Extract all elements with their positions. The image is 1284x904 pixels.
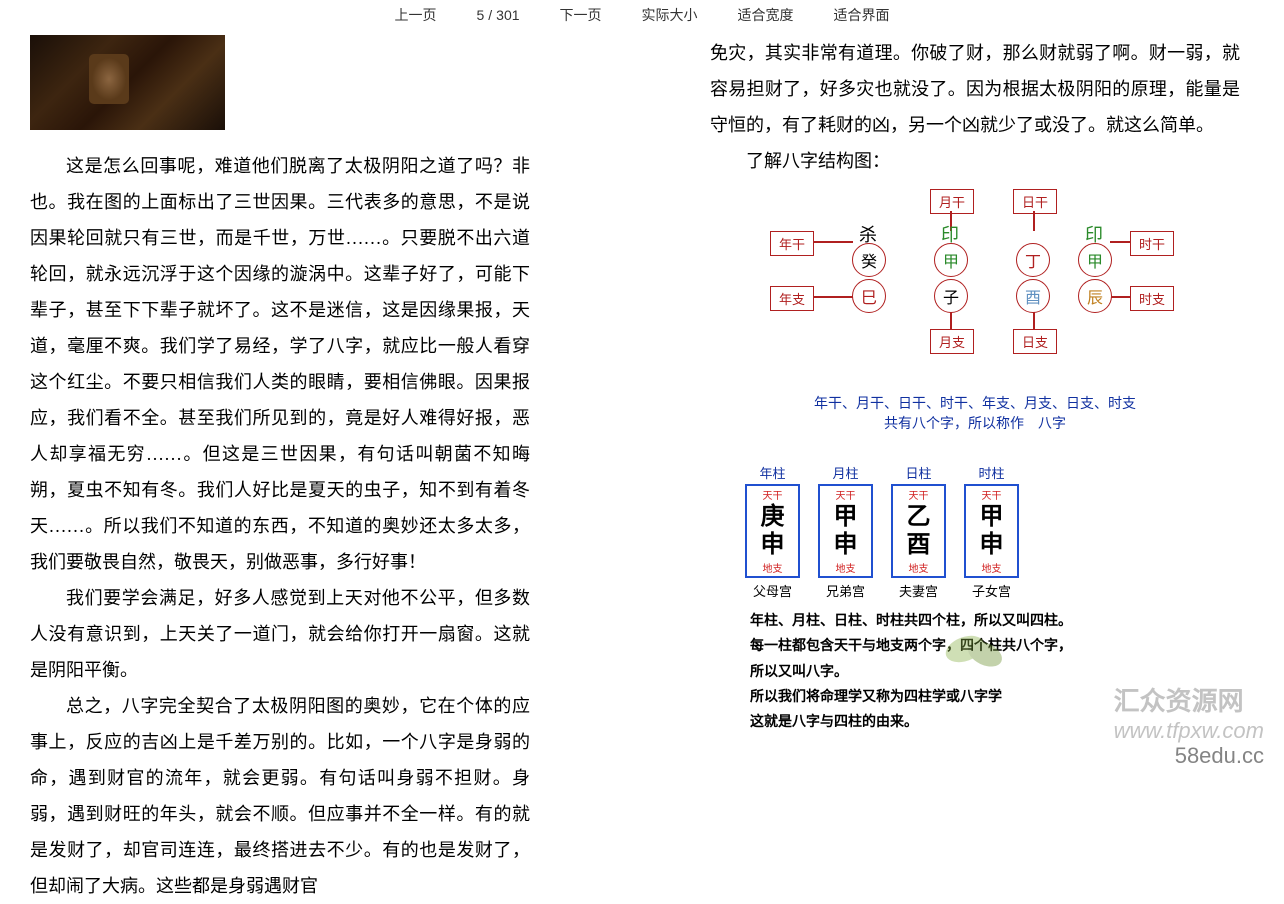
rizhi-box: 日支	[1013, 329, 1057, 354]
diagram1-caption: 年干、月干、日干、时干、年支、月支、日支、时支 共有八个字，所以称作 八字	[710, 394, 1240, 433]
page-toolbar: 上一页 5 / 301 下一页 实际大小 适合宽度 适合界面	[0, 0, 1284, 30]
pillar-name: 时柱	[964, 463, 1019, 482]
left-body-text: 这是怎么回事呢，难道他们脱离了太极阴阳之道了吗？非也。我在图的上面标出了三世因果…	[30, 148, 530, 904]
current-page: 5	[476, 7, 484, 23]
chen-oval: 辰	[1078, 279, 1112, 313]
you-oval: 酉	[1016, 279, 1050, 313]
dizhi-label: 地支	[966, 559, 1017, 576]
watermark-url: www.tfpxw.com	[1114, 718, 1264, 743]
pillar-char: 甲	[966, 503, 1017, 531]
yuegan-box: 月干	[930, 189, 974, 214]
pillar-box: 天干 甲 申 地支	[964, 484, 1019, 578]
si-oval: 巳	[852, 279, 886, 313]
pillar-char: 庚	[747, 503, 798, 531]
zi-oval: 子	[934, 279, 968, 313]
fit-width-button[interactable]: 适合宽度	[738, 5, 794, 25]
fit-screen-button[interactable]: 适合界面	[834, 5, 890, 25]
illustration-image	[30, 35, 225, 130]
gui-oval: 癸	[852, 243, 886, 277]
caption-line1: 年干、月干、日干、时干、年支、月支、日支、时支	[710, 394, 1240, 414]
right-para-1: 免灾，其实非常有道理。你破了财，那么财就弱了啊。财一弱，就容易担财了，好多灾也就…	[710, 35, 1240, 143]
tiangan-label: 天干	[893, 486, 944, 503]
watermark-leaf-icon	[940, 624, 1010, 674]
pillar-box: 天干 庚 申 地支	[745, 484, 800, 578]
caption-line2: 共有八个字，所以称作 八字	[710, 414, 1240, 434]
watermark: 汇众资源网 www.tfpxw.com	[1114, 681, 1264, 744]
pillar-month: 月柱 天干 甲 申 地支 兄弟宫	[818, 463, 873, 600]
pillar-name: 年柱	[745, 463, 800, 482]
document-content: 这是怎么回事呢，难道他们脱离了太极阴阳之道了吗？非也。我在图的上面标出了三世因果…	[0, 35, 1284, 779]
pillar-char: 申	[820, 531, 871, 559]
rigan-box: 日干	[1013, 189, 1057, 214]
total-pages: 301	[496, 7, 519, 23]
prev-page-button[interactable]: 上一页	[394, 5, 436, 25]
tiangan-label: 天干	[966, 486, 1017, 503]
dizhi-label: 地支	[820, 559, 871, 576]
pillar-name: 日柱	[891, 463, 946, 482]
actual-size-button[interactable]: 实际大小	[642, 5, 698, 25]
nianzhi-box: 年支	[770, 286, 814, 311]
pillar-hour: 时柱 天干 甲 申 地支 子女宫	[964, 463, 1019, 600]
watermark-cn: 汇众资源网	[1114, 686, 1244, 716]
pillar-gong: 子女宫	[964, 581, 1019, 600]
right-page: 免灾，其实非常有道理。你破了财，那么财就弱了啊。财一弱，就容易担财了，好多灾也就…	[710, 35, 1260, 779]
left-para-3: 总之，八字完全契合了太极阴阳图的奥妙，它在个体的应事上，反应的吉凶上是千差万别的…	[30, 688, 530, 904]
next-page-button[interactable]: 下一页	[560, 5, 602, 25]
shizhi-box: 时支	[1130, 286, 1174, 311]
pillar-box: 天干 乙 酉 地支	[891, 484, 946, 578]
dizhi-label: 地支	[747, 559, 798, 576]
yuezhi-box: 月支	[930, 329, 974, 354]
four-pillars-diagram: 年柱 天干 庚 申 地支 父母宫 月柱 天干 甲 申 地支 兄弟宫	[745, 463, 1240, 600]
right-para-2: 了解八字结构图：	[710, 143, 1240, 179]
tiangan-label: 天干	[747, 486, 798, 503]
pillar-char: 甲	[820, 503, 871, 531]
pillar-box: 天干 甲 申 地支	[818, 484, 873, 578]
line	[1033, 311, 1035, 329]
pillar-day: 日柱 天干 乙 酉 地支 夫妻宫	[891, 463, 946, 600]
line	[1110, 296, 1130, 298]
left-para-1: 这是怎么回事呢，难道他们脱离了太极阴阳之道了吗？非也。我在图的上面标出了三世因果…	[30, 148, 530, 580]
ding-oval: 丁	[1016, 243, 1050, 277]
pillar-gong: 父母宫	[745, 581, 800, 600]
left-para-2: 我们要学会满足，好多人感觉到上天对他不公平，但多数人没有意识到，上天关了一道门，…	[30, 580, 530, 688]
bazi-structure-diagram: 月干 日干 年干 时干 年支 时支 月支 日支 杀 印 印	[755, 189, 1195, 389]
right-top-text: 免灾，其实非常有道理。你破了财，那么财就弱了啊。财一弱，就容易担财了，好多灾也就…	[710, 35, 1240, 179]
line	[813, 296, 853, 298]
niangan-box: 年干	[770, 231, 814, 256]
page-indicator: 5 / 301	[476, 7, 519, 23]
dizhi-label: 地支	[893, 559, 944, 576]
left-page: 这是怎么回事呢，难道他们脱离了太极阴阳之道了吗？非也。我在图的上面标出了三世因果…	[0, 35, 550, 779]
jia2-oval: 甲	[1078, 243, 1112, 277]
line	[1110, 241, 1130, 243]
pillar-name: 月柱	[818, 463, 873, 482]
pillar-char: 酉	[893, 531, 944, 559]
page-separator: /	[488, 7, 492, 23]
line	[950, 311, 952, 329]
watermark-bottom: 58edu.cc	[1175, 743, 1264, 769]
line	[1033, 211, 1035, 231]
tiangan-label: 天干	[820, 486, 871, 503]
pillar-char: 乙	[893, 503, 944, 531]
shigan-box: 时干	[1130, 231, 1174, 256]
pillar-year: 年柱 天干 庚 申 地支 父母宫	[745, 463, 800, 600]
jia1-oval: 甲	[934, 243, 968, 277]
line	[813, 241, 853, 243]
pillar-gong: 兄弟宫	[818, 581, 873, 600]
pillar-char: 申	[747, 531, 798, 559]
pillar-gong: 夫妻宫	[891, 581, 946, 600]
pillar-char: 申	[966, 531, 1017, 559]
